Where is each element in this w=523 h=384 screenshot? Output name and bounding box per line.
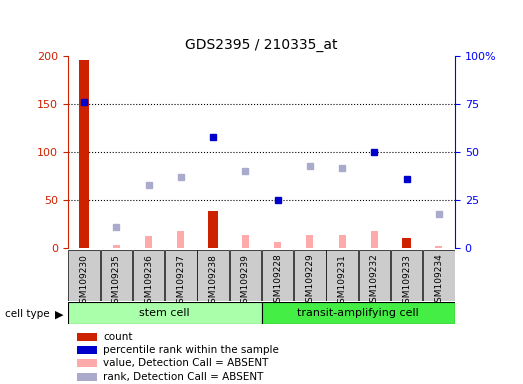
Bar xyxy=(77,372,97,381)
FancyBboxPatch shape xyxy=(423,250,454,301)
Text: GSM109235: GSM109235 xyxy=(112,254,121,309)
Text: GSM109236: GSM109236 xyxy=(144,254,153,309)
Text: cell type: cell type xyxy=(5,310,50,319)
FancyBboxPatch shape xyxy=(197,250,229,301)
Text: GSM109231: GSM109231 xyxy=(338,254,347,309)
Text: rank, Detection Call = ABSENT: rank, Detection Call = ABSENT xyxy=(103,372,264,382)
FancyBboxPatch shape xyxy=(326,250,358,301)
Bar xyxy=(113,245,120,248)
Bar xyxy=(306,235,313,248)
Text: GSM109237: GSM109237 xyxy=(176,254,185,309)
FancyBboxPatch shape xyxy=(133,250,164,301)
Bar xyxy=(145,236,152,248)
Bar xyxy=(208,211,218,248)
Text: GSM109234: GSM109234 xyxy=(435,254,444,308)
Bar xyxy=(77,346,97,354)
FancyBboxPatch shape xyxy=(69,250,100,301)
Bar xyxy=(371,231,378,248)
FancyBboxPatch shape xyxy=(68,302,262,324)
FancyBboxPatch shape xyxy=(262,302,455,324)
Bar xyxy=(402,238,412,248)
Text: count: count xyxy=(103,333,133,343)
FancyBboxPatch shape xyxy=(359,250,390,301)
Text: GSM109229: GSM109229 xyxy=(305,254,314,308)
FancyBboxPatch shape xyxy=(391,250,423,301)
FancyBboxPatch shape xyxy=(100,250,132,301)
FancyBboxPatch shape xyxy=(230,250,261,301)
Bar xyxy=(435,246,442,248)
FancyBboxPatch shape xyxy=(165,250,197,301)
Bar xyxy=(274,242,281,248)
Text: GSM109228: GSM109228 xyxy=(273,254,282,308)
Text: GSM109232: GSM109232 xyxy=(370,254,379,308)
Text: GSM109230: GSM109230 xyxy=(79,254,88,309)
Text: GSM109238: GSM109238 xyxy=(209,254,218,309)
Text: GSM109233: GSM109233 xyxy=(402,254,411,309)
Bar xyxy=(338,235,346,248)
Text: percentile rank within the sample: percentile rank within the sample xyxy=(103,345,279,355)
Text: value, Detection Call = ABSENT: value, Detection Call = ABSENT xyxy=(103,358,268,368)
FancyBboxPatch shape xyxy=(294,250,326,301)
Text: ▶: ▶ xyxy=(55,310,63,319)
Title: GDS2395 / 210335_at: GDS2395 / 210335_at xyxy=(185,38,338,52)
Bar xyxy=(242,235,249,248)
Bar xyxy=(77,359,97,367)
Bar xyxy=(79,61,89,248)
FancyBboxPatch shape xyxy=(262,250,293,301)
Text: transit-amplifying cell: transit-amplifying cell xyxy=(298,308,419,318)
Bar xyxy=(77,333,97,341)
Text: GSM109239: GSM109239 xyxy=(241,254,250,309)
Text: stem cell: stem cell xyxy=(140,308,190,318)
Bar xyxy=(177,231,185,248)
